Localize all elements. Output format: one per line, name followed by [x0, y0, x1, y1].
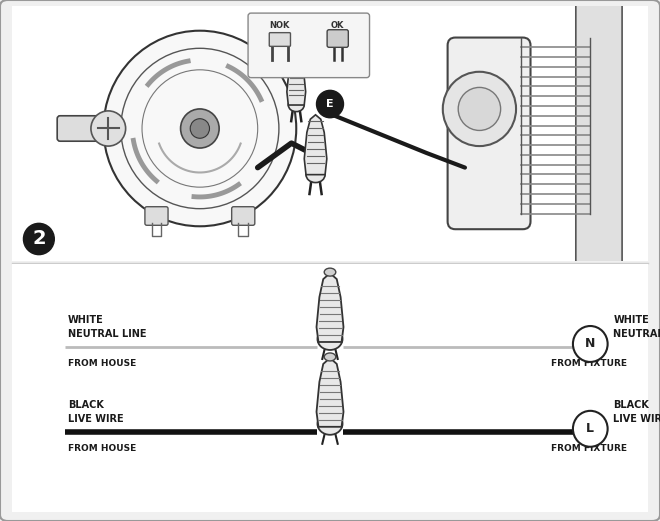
FancyBboxPatch shape	[12, 264, 648, 512]
Ellipse shape	[317, 413, 343, 435]
Ellipse shape	[324, 353, 336, 361]
Circle shape	[24, 224, 54, 255]
Text: N: N	[585, 338, 595, 351]
Text: FROM HOUSE: FROM HOUSE	[68, 359, 136, 368]
Circle shape	[573, 411, 608, 447]
Ellipse shape	[306, 167, 325, 182]
Text: WHITE: WHITE	[613, 315, 649, 325]
Text: L: L	[586, 423, 594, 436]
Text: FROM HOUSE: FROM HOUSE	[68, 444, 136, 453]
Circle shape	[458, 88, 501, 130]
Text: FROM FIXTURE: FROM FIXTURE	[551, 444, 627, 453]
Text: WHITE: WHITE	[68, 315, 104, 325]
FancyBboxPatch shape	[232, 207, 255, 225]
Circle shape	[181, 109, 219, 148]
Ellipse shape	[324, 268, 336, 276]
Circle shape	[104, 31, 296, 226]
FancyBboxPatch shape	[269, 33, 290, 46]
Text: OK: OK	[331, 21, 345, 30]
Circle shape	[317, 90, 343, 118]
Text: NEUTRAL LINE: NEUTRAL LINE	[68, 329, 147, 339]
FancyBboxPatch shape	[576, 0, 622, 265]
Circle shape	[91, 111, 125, 146]
Text: BLACK: BLACK	[613, 400, 649, 410]
Text: E: E	[326, 99, 334, 109]
Ellipse shape	[288, 98, 304, 111]
Polygon shape	[317, 273, 343, 342]
Polygon shape	[287, 55, 306, 105]
Ellipse shape	[317, 328, 343, 350]
FancyBboxPatch shape	[145, 207, 168, 225]
FancyBboxPatch shape	[248, 13, 370, 78]
Text: LIVE WIRE: LIVE WIRE	[613, 414, 660, 424]
Text: FROM FIXTURE: FROM FIXTURE	[551, 359, 627, 368]
FancyBboxPatch shape	[327, 30, 348, 47]
FancyBboxPatch shape	[447, 38, 531, 229]
Circle shape	[190, 119, 209, 138]
Circle shape	[443, 72, 516, 146]
Polygon shape	[317, 358, 343, 427]
Text: NEUTRAL LINE: NEUTRAL LINE	[613, 329, 660, 339]
Text: BLACK: BLACK	[68, 400, 104, 410]
Text: LIVE WIRE: LIVE WIRE	[68, 414, 123, 424]
Text: NOK: NOK	[270, 21, 290, 30]
Circle shape	[573, 326, 608, 362]
FancyBboxPatch shape	[57, 116, 106, 141]
Polygon shape	[304, 115, 327, 175]
Text: 2: 2	[32, 229, 46, 249]
FancyBboxPatch shape	[12, 6, 648, 260]
